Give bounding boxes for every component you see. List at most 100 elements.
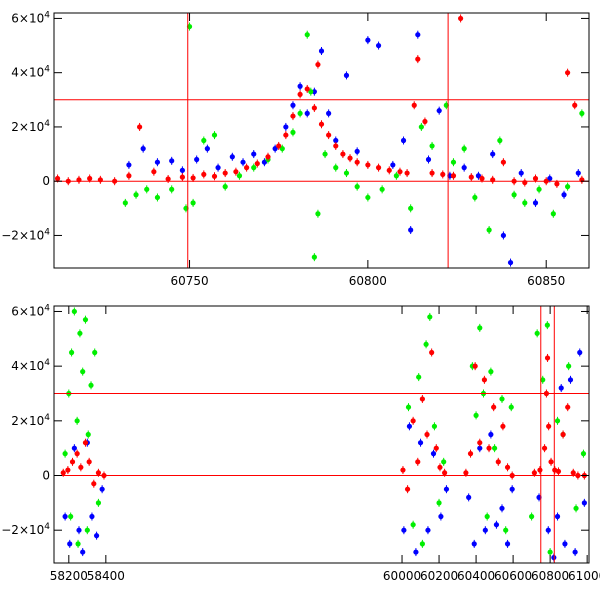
data-point-green [236,173,243,179]
x-tick-label: 60850 [527,274,565,288]
data-point-blue [297,83,303,89]
data-point-red [442,470,448,476]
data-point-green [92,349,98,356]
data-point-red [424,431,430,438]
x-tick-label: 58200 [50,569,88,583]
data-point-green [144,186,150,192]
data-point-green [408,205,414,211]
data-point-red [531,470,537,476]
x-tick-label: 60800 [349,274,387,288]
data-point-red [222,170,228,176]
data-point-red [486,445,492,451]
data-point-red [419,396,425,402]
data-point-green [77,330,83,336]
data-point-blue [482,527,488,533]
data-point-blue [577,349,583,356]
data-point-blue [80,549,86,555]
data-point-red [404,170,410,176]
data-point-red [500,423,506,429]
data-point-red [276,143,282,149]
data-point-blue [499,505,505,511]
data-point-green [405,404,412,410]
data-point-blue [140,146,146,152]
data-point-green [508,404,514,410]
data-point-red [87,175,93,182]
data-point-red [415,459,421,465]
data-point-blue [229,154,235,160]
data-point-red [429,349,435,356]
data-point-red [537,467,543,473]
data-point-green [211,132,218,138]
data-point-red [165,176,171,182]
data-point-green [503,527,509,533]
data-point-green [450,159,457,165]
data-point-blue [290,102,296,108]
data-point-red [290,113,296,119]
data-point-green [419,541,425,547]
data-point-blue [251,151,257,157]
data-point-green [251,165,257,171]
data-point-red [333,143,339,149]
data-point-green [486,227,492,233]
data-point-blue [62,513,68,520]
y-tick-label: 0 [42,174,50,188]
data-point-red [472,363,478,369]
data-point-green [315,211,321,217]
data-point-blue [425,156,432,163]
data-point-blue [304,110,310,116]
data-point-blue [71,445,77,451]
data-point-blue [215,165,221,171]
data-point-green [290,129,296,135]
data-point-green [441,459,447,465]
data-point-red [411,102,417,108]
data-point-green [95,500,102,506]
data-point-blue [518,170,524,176]
data-point-blue [365,37,371,43]
data-point-green [75,541,81,547]
data-point-blue [333,137,339,144]
x-tick-label: 61000 [568,569,600,583]
data-point-red [297,91,303,97]
data-point-red [65,467,71,473]
data-point-green [379,186,385,192]
data-point-red [541,445,548,451]
y-tick-label: −2×104 [1,522,50,537]
data-point-green [416,374,422,380]
data-point-red [467,451,474,457]
data-point-green [488,369,494,375]
data-point-green [522,200,528,206]
data-point-blue [93,533,100,539]
data-point-red [69,459,76,465]
data-point-red [91,481,97,487]
data-point-red [375,165,382,171]
data-point-green [133,192,139,198]
data-point-red [211,173,218,179]
data-point-green [82,317,89,323]
data-point-blue [417,440,424,446]
data-point-blue [272,146,278,152]
data-point-green [169,186,175,192]
data-point-blue [67,541,73,547]
data-point-green [410,522,416,528]
data-point-red [570,470,576,476]
data-point-red [340,151,346,157]
data-point-blue [436,108,442,114]
data-point-blue [406,423,413,429]
data-point-red [560,431,566,438]
top-panel: −2×104 0 2×104 4×104 6×104 60750 60800 60850 [1,10,590,288]
data-point-red [95,470,102,476]
data-point-blue [126,162,132,168]
data-point-blue [154,159,161,165]
data-point-blue [562,541,568,547]
data-point-green [497,137,503,144]
data-point-green [122,200,128,206]
data-point-red [397,169,403,175]
data-point-red [450,173,457,179]
data-point-red [429,170,435,176]
data-point-blue [466,494,472,500]
data-point-blue [558,385,564,391]
data-point-red [437,464,443,470]
data-point-blue [490,151,496,157]
data-point-red [190,175,196,181]
